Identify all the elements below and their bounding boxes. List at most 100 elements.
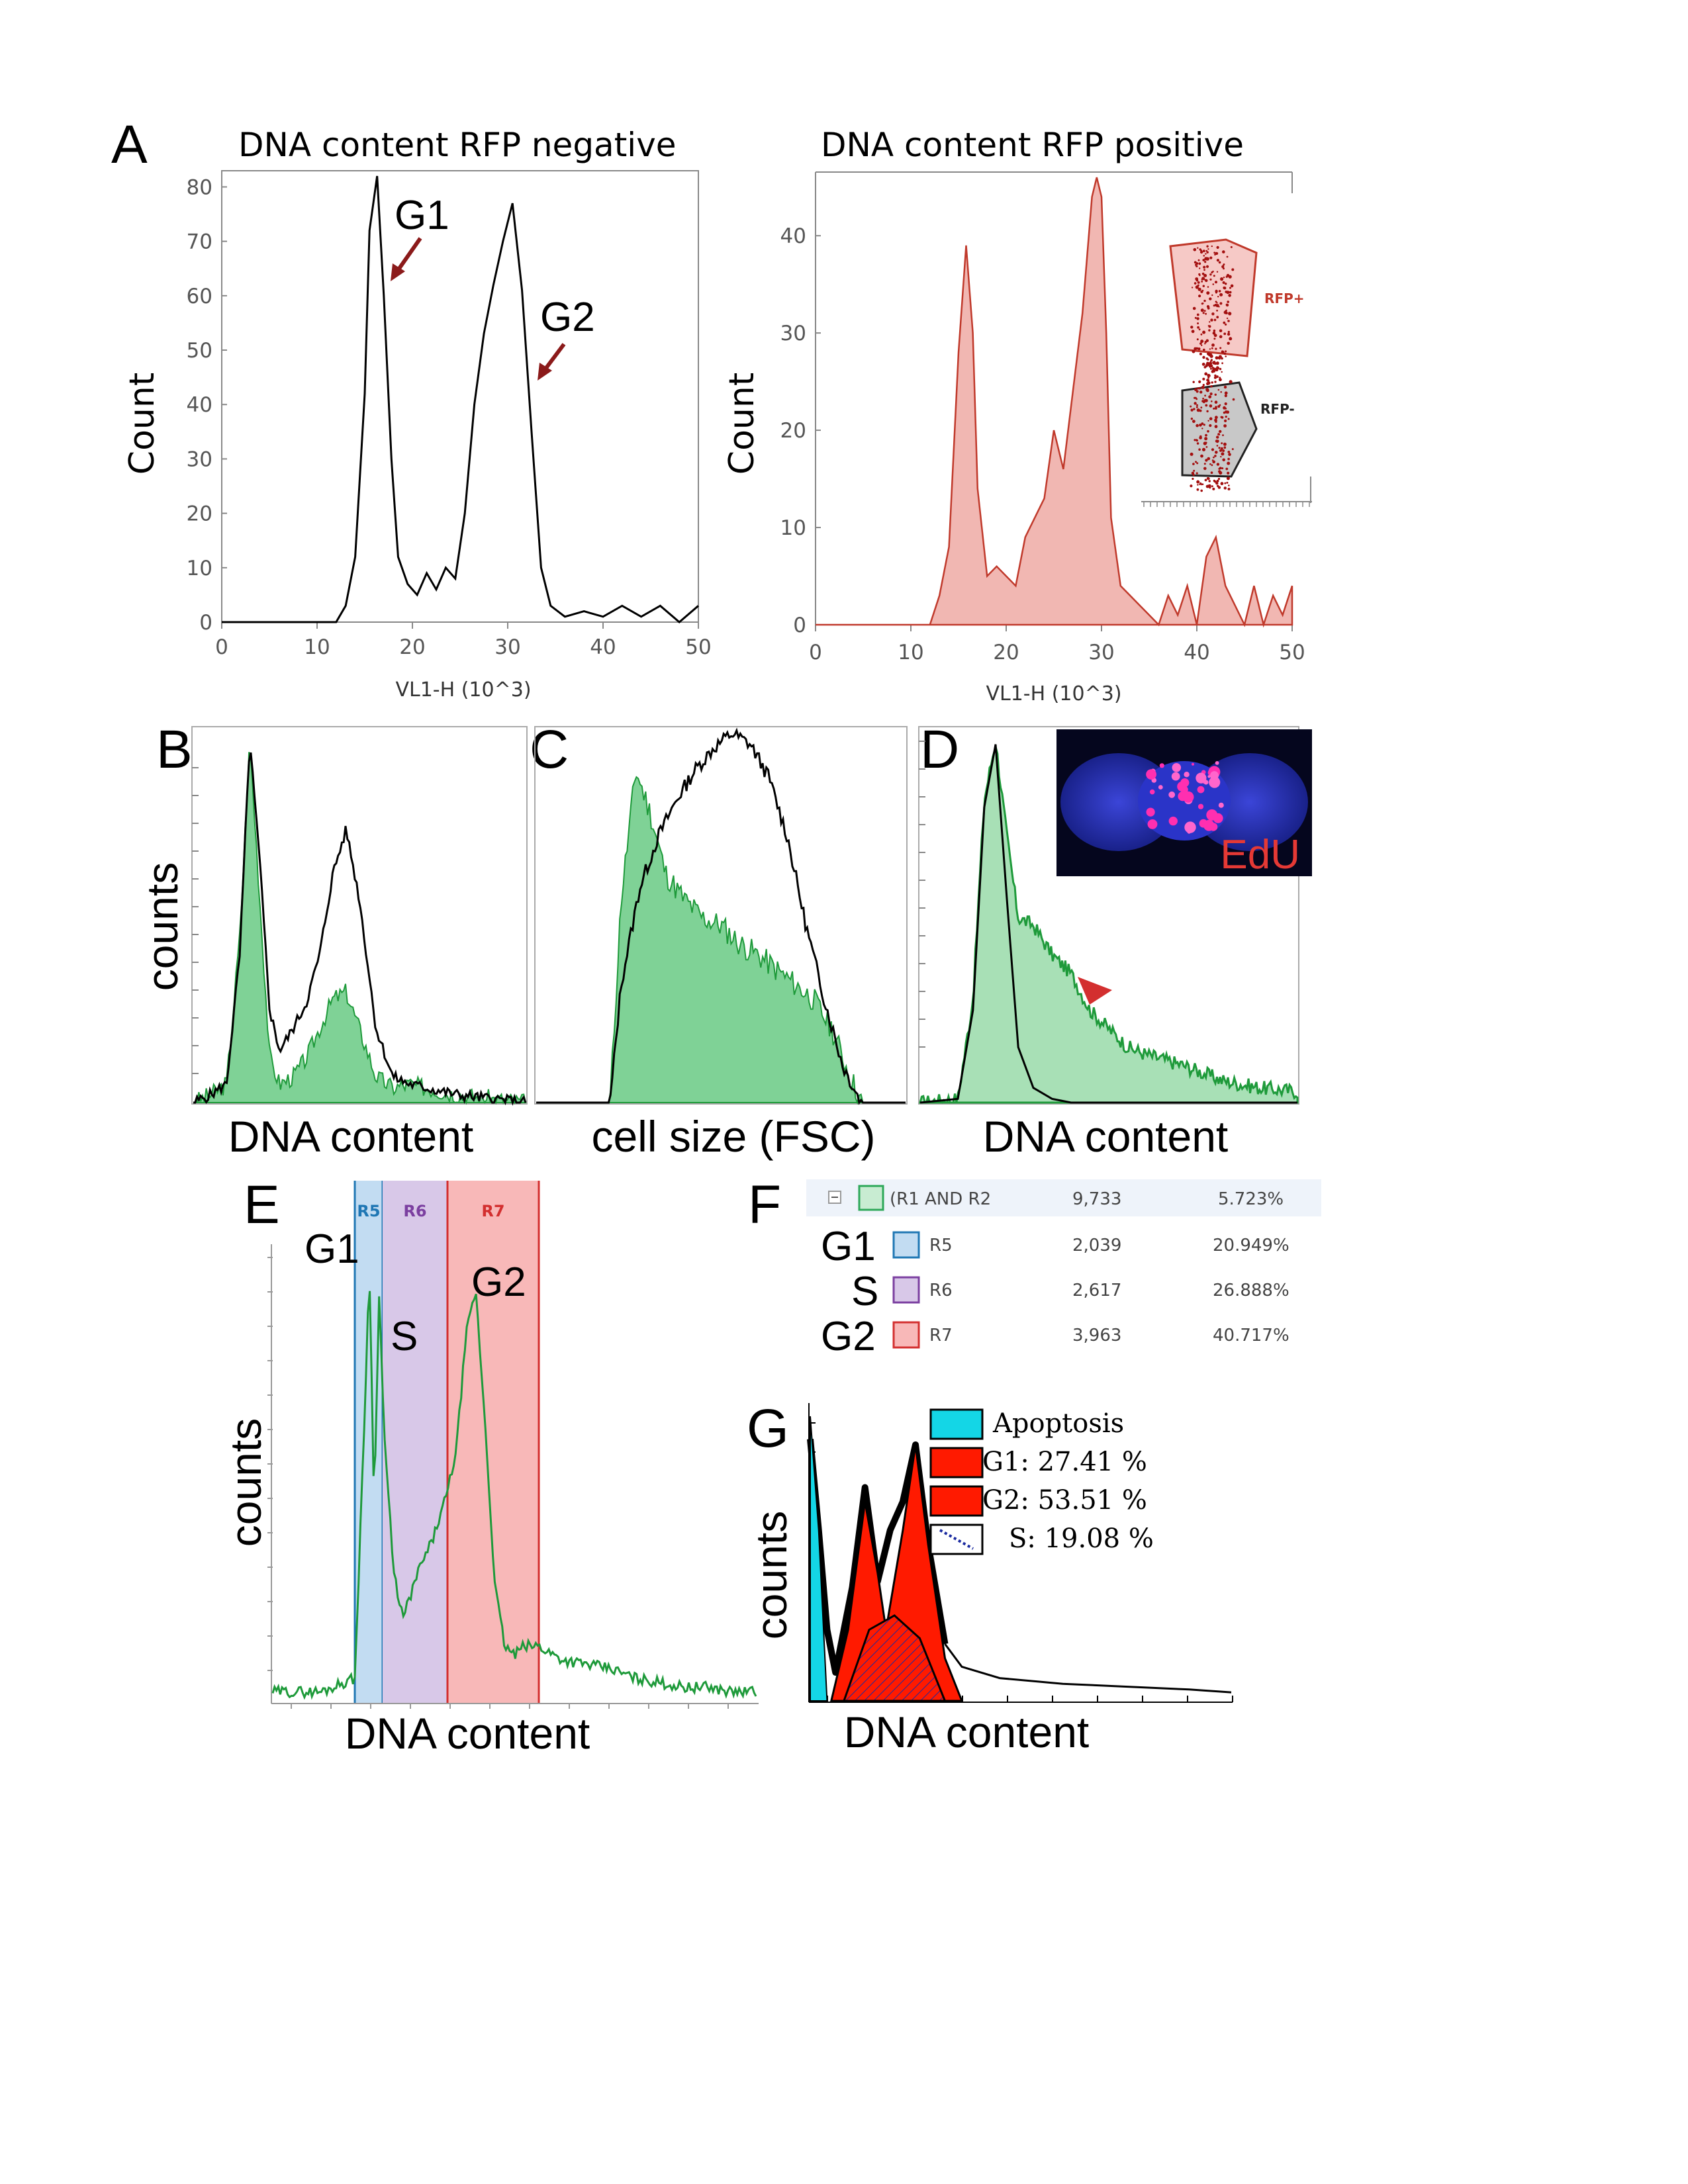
- table-row-count-r6: 2,617: [1072, 1281, 1121, 1300]
- inset-label-rfp-positive: RFP+: [1264, 291, 1304, 306]
- scatter-dot: [1214, 253, 1216, 256]
- gate-color-swatch-red: [892, 1321, 920, 1349]
- scatter-dot: [1206, 291, 1210, 295]
- scatter-dot: [1216, 302, 1218, 304]
- ytick-label: 50: [187, 339, 212, 363]
- ytick-label: 10: [187, 557, 212, 580]
- scatter-dot: [1190, 418, 1194, 420]
- scatter-dot: [1226, 317, 1229, 320]
- scatter-dot: [1198, 328, 1201, 331]
- scatter-dot: [1216, 375, 1219, 379]
- scatter-dot: [1229, 287, 1231, 289]
- panel-letter-d: D: [920, 719, 959, 780]
- table-row-phase-g1: G1: [821, 1224, 876, 1269]
- scatter-dot: [1217, 296, 1219, 298]
- scatter-dot: [1202, 312, 1205, 314]
- scatter-dot: [1216, 259, 1219, 262]
- scatter-dot: [1203, 255, 1205, 257]
- xtick-label: 30: [494, 635, 520, 659]
- scatter-dot: [1198, 262, 1201, 265]
- scatter-dot: [1222, 458, 1225, 462]
- scatter-dot: [1228, 275, 1232, 279]
- scatter-dot: [1221, 371, 1223, 373]
- scatter-dot: [1214, 425, 1218, 428]
- scatter-dot: [1197, 484, 1199, 486]
- panel-e-label-g2: G2: [471, 1259, 526, 1305]
- scatter-dot: [1207, 286, 1209, 288]
- xtick-label: 0: [215, 635, 228, 659]
- scatter-dot: [1223, 486, 1227, 490]
- scatter-dot: [1205, 312, 1207, 315]
- scatter-dot: [1215, 304, 1219, 308]
- gate-r7-label: R7: [481, 1202, 504, 1220]
- scatter-dot: [1209, 417, 1213, 420]
- scatter-dot: [1191, 287, 1194, 289]
- panel-e-label-g1: G1: [305, 1226, 359, 1272]
- scatter-dot: [1230, 284, 1234, 288]
- scatter-dot: [1227, 330, 1230, 334]
- scatter-dot: [1204, 257, 1208, 261]
- scatter-dot: [1210, 318, 1213, 322]
- scatter-dot: [1196, 317, 1199, 320]
- scatter-dot: [1224, 394, 1227, 398]
- scatter-dot: [1209, 367, 1212, 370]
- scatter-dot: [1227, 457, 1230, 461]
- scatter-dot: [1219, 378, 1222, 382]
- scatter-dot: [1203, 400, 1207, 402]
- scatter-dot: [1216, 309, 1218, 312]
- panel-b-frame: [191, 726, 528, 1105]
- scatter-dot: [1195, 461, 1197, 463]
- scatter-dot: [1218, 433, 1221, 435]
- scatter-dot: [1223, 442, 1227, 446]
- scatter-dot: [1225, 291, 1228, 293]
- scatter-dot: [1228, 312, 1231, 314]
- ytick-label: 40: [780, 224, 806, 248]
- scatter-dot: [1223, 411, 1226, 414]
- scatter-dot: [1213, 407, 1215, 410]
- panel-d-plot: [918, 726, 1299, 1105]
- panel-a-right-title: DNA content RFP positive: [821, 126, 1244, 164]
- scatter-dot: [1201, 277, 1205, 281]
- scatter-dot: [1215, 291, 1218, 293]
- scatter-dot: [1221, 350, 1223, 352]
- scatter-dot: [1225, 407, 1227, 410]
- scatter-dot: [1219, 367, 1222, 371]
- scatter-dot: [1198, 295, 1201, 298]
- scatter-dot: [1196, 472, 1198, 475]
- panel-letter-f: F: [748, 1175, 781, 1235]
- scatter-dot: [1192, 463, 1195, 465]
- scatter-dot: [1226, 477, 1230, 480]
- panel-d-frame: [918, 726, 1299, 1105]
- scatter-dot: [1209, 297, 1212, 300]
- scatter-dot: [1219, 302, 1223, 305]
- table-row-gate-r5: R5: [929, 1236, 953, 1255]
- scatter-dot: [1194, 282, 1197, 285]
- scatter-dot: [1222, 250, 1225, 253]
- legend-apoptosis: Apoptosis: [992, 1408, 1124, 1439]
- edu-spot: [1159, 763, 1164, 768]
- scatter-dot: [1197, 326, 1199, 329]
- scatter-dot: [1214, 393, 1217, 396]
- scatter-dot: [1219, 347, 1222, 349]
- scatter-dot: [1214, 400, 1218, 404]
- scatter-dot: [1208, 375, 1211, 377]
- scatter-dot: [1212, 332, 1216, 335]
- scatter-dot: [1218, 467, 1221, 470]
- ytick-label: 20: [187, 502, 212, 526]
- edu-spot: [1168, 791, 1176, 798]
- scatter-dot: [1209, 392, 1213, 396]
- scatter-dot: [1224, 391, 1228, 395]
- panel-g-s-area: [842, 1614, 947, 1702]
- scatter-dot: [1223, 424, 1227, 428]
- scatter-dot: [1196, 338, 1199, 341]
- label-g2: G2: [540, 295, 595, 340]
- scatter-dot: [1225, 350, 1227, 353]
- scatter-dot: [1204, 279, 1207, 281]
- legend-swatch-s: [929, 1524, 984, 1555]
- table-row-count-r5: 2,039: [1072, 1236, 1121, 1255]
- scatter-dot: [1207, 381, 1211, 385]
- scatter-dot: [1190, 408, 1194, 412]
- scatter-dot: [1193, 408, 1196, 410]
- scatter-dot: [1201, 272, 1205, 275]
- scatter-dot: [1219, 449, 1223, 452]
